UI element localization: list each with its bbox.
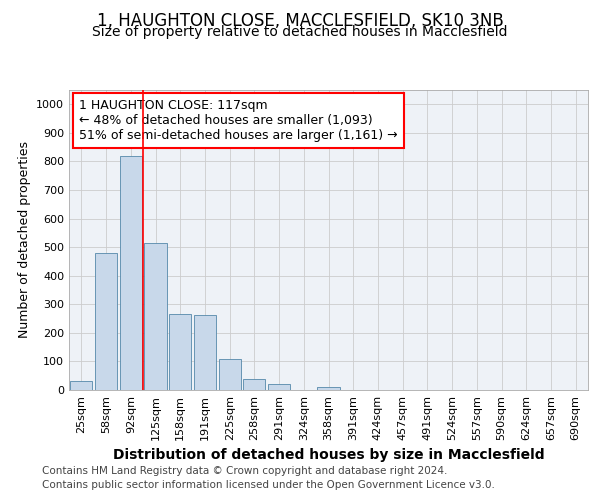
Bar: [268, 384, 290, 390]
Text: Size of property relative to detached houses in Macclesfield: Size of property relative to detached ho…: [92, 25, 508, 39]
Bar: [169, 314, 191, 390]
Text: 1 HAUGHTON CLOSE: 117sqm
← 48% of detached houses are smaller (1,093)
51% of sem: 1 HAUGHTON CLOSE: 117sqm ← 48% of detach…: [79, 99, 398, 142]
Bar: [95, 253, 117, 390]
Bar: [194, 315, 216, 390]
X-axis label: Distribution of detached houses by size in Macclesfield: Distribution of detached houses by size …: [113, 448, 544, 462]
Y-axis label: Number of detached properties: Number of detached properties: [17, 142, 31, 338]
Text: Contains public sector information licensed under the Open Government Licence v3: Contains public sector information licen…: [42, 480, 495, 490]
Bar: [218, 358, 241, 390]
Bar: [317, 387, 340, 390]
Text: Contains HM Land Registry data © Crown copyright and database right 2024.: Contains HM Land Registry data © Crown c…: [42, 466, 448, 476]
Bar: [119, 156, 142, 390]
Bar: [243, 378, 265, 390]
Bar: [145, 243, 167, 390]
Bar: [70, 380, 92, 390]
Text: 1, HAUGHTON CLOSE, MACCLESFIELD, SK10 3NB: 1, HAUGHTON CLOSE, MACCLESFIELD, SK10 3N…: [97, 12, 503, 30]
